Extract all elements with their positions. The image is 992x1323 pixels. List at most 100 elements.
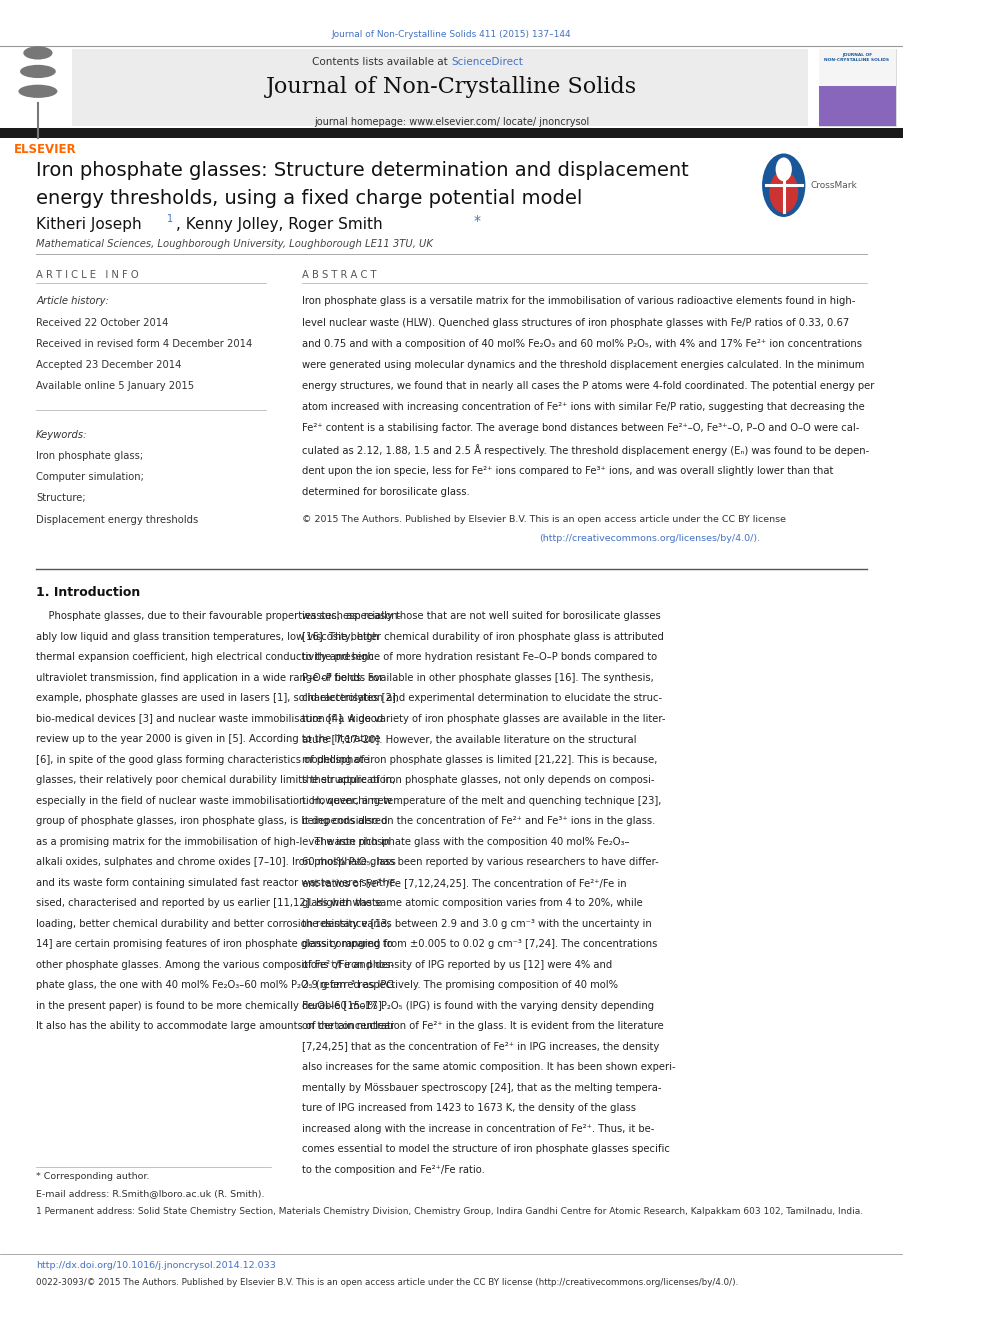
- Ellipse shape: [23, 46, 53, 60]
- Text: (http://creativecommons.org/licenses/by/4.0/).: (http://creativecommons.org/licenses/by/…: [540, 534, 761, 544]
- Text: journal homepage: www.elsevier.com/ locate/ jnoncrysol: journal homepage: www.elsevier.com/ loca…: [313, 116, 589, 127]
- Text: other phosphate glasses. Among the various compositions of iron phos-: other phosphate glasses. Among the vario…: [36, 960, 394, 970]
- Text: 2.9 g cm⁻³ respectively. The promising composition of 40 mol%: 2.9 g cm⁻³ respectively. The promising c…: [303, 980, 618, 991]
- Text: 0022-3093/© 2015 The Authors. Published by Elsevier B.V. This is an open access : 0022-3093/© 2015 The Authors. Published …: [36, 1278, 738, 1287]
- Text: Phosphate glasses, due to their favourable properties such as: reason-: Phosphate glasses, due to their favourab…: [36, 611, 402, 622]
- Text: mentally by Mössbauer spectroscopy [24], that as the melting tempera-: mentally by Mössbauer spectroscopy [24],…: [303, 1084, 662, 1093]
- Text: level nuclear waste (HLW). Quenched glass structures of iron phosphate glasses w: level nuclear waste (HLW). Quenched glas…: [303, 318, 850, 328]
- Text: Iron phosphate glass is a versatile matrix for the immobilisation of various rad: Iron phosphate glass is a versatile matr…: [303, 296, 856, 307]
- Text: *: *: [474, 214, 481, 229]
- Text: It also has the ability to accommodate large amounts of certain nuclear: It also has the ability to accommodate l…: [36, 1021, 395, 1032]
- Text: The iron phosphate glass with the composition 40 mol% Fe₂O₃–: The iron phosphate glass with the compos…: [303, 837, 630, 847]
- Text: A B S T R A C T: A B S T R A C T: [303, 270, 377, 280]
- Text: energy structures, we found that in nearly all cases the P atoms were 4-fold coo: energy structures, we found that in near…: [303, 381, 875, 392]
- Text: * Corresponding author.: * Corresponding author.: [36, 1172, 150, 1181]
- Text: also increases for the same atomic composition. It has been shown experi-: also increases for the same atomic compo…: [303, 1062, 677, 1073]
- Text: [16]. The better chemical durability of iron phosphate glass is attributed: [16]. The better chemical durability of …: [303, 631, 665, 642]
- Text: ScienceDirect: ScienceDirect: [451, 57, 524, 67]
- Text: ably low liquid and glass transition temperatures, low viscosity, high: ably low liquid and glass transition tem…: [36, 631, 379, 642]
- Text: Iron phosphate glasses: Structure determination and displacement: Iron phosphate glasses: Structure determ…: [36, 161, 688, 180]
- Ellipse shape: [20, 65, 56, 78]
- Text: CrossMark: CrossMark: [810, 181, 857, 189]
- Text: thermal expansion coefficient, high electrical conductivity and high: thermal expansion coefficient, high elec…: [36, 652, 374, 663]
- Circle shape: [776, 157, 792, 181]
- Text: to the composition and Fe²⁺/Fe ratio.: to the composition and Fe²⁺/Fe ratio.: [303, 1166, 485, 1175]
- Text: density ranging from ±0.005 to 0.02 g cm⁻³ [7,24]. The concentrations: density ranging from ±0.005 to 0.02 g cm…: [303, 939, 658, 950]
- Text: as a promising matrix for the immobilisation of high-level waste rich in: as a promising matrix for the immobilisa…: [36, 837, 391, 847]
- Text: Received 22 October 2014: Received 22 October 2014: [36, 318, 169, 328]
- Text: ELSEVIER: ELSEVIER: [14, 143, 76, 156]
- Text: modelling of iron phosphate glasses is limited [21,22]. This is because,: modelling of iron phosphate glasses is l…: [303, 754, 658, 765]
- Text: of Fe²⁺/Fe and density of IPG reported by us [12] were 4% and: of Fe²⁺/Fe and density of IPG reported b…: [303, 960, 613, 970]
- Text: culated as 2.12, 1.88, 1.5 and 2.5 Å respectively. The threshold displacement en: culated as 2.12, 1.88, 1.5 and 2.5 Å res…: [303, 445, 870, 456]
- Text: Journal of Non-Crystalline Solids 411 (2015) 137–144: Journal of Non-Crystalline Solids 411 (2…: [331, 30, 571, 40]
- Text: on the concentration of Fe²⁺ in the glass. It is evident from the literature: on the concentration of Fe²⁺ in the glas…: [303, 1021, 665, 1032]
- Text: JOURNAL OF
NON-CRYSTALLINE SOLIDS: JOURNAL OF NON-CRYSTALLINE SOLIDS: [824, 53, 890, 62]
- Text: and its waste form containing simulated fast reactor waste were synthe-: and its waste form containing simulated …: [36, 878, 399, 888]
- Ellipse shape: [19, 85, 58, 98]
- Text: Fe²⁺ content is a stabilising factor. The average bond distances between Fe²⁺–O,: Fe²⁺ content is a stabilising factor. Th…: [303, 423, 860, 434]
- Bar: [819, 49, 896, 86]
- Text: ture of a wide variety of iron phosphate glasses are available in the liter-: ture of a wide variety of iron phosphate…: [303, 713, 666, 724]
- Text: Displacement energy thresholds: Displacement energy thresholds: [36, 515, 198, 525]
- Text: characterisation and experimental determination to elucidate the struc-: characterisation and experimental determ…: [303, 693, 663, 704]
- Text: ature [7,17–20]. However, the available literature on the structural: ature [7,17–20]. However, the available …: [303, 734, 637, 745]
- Bar: [0, 128, 903, 138]
- Text: , Kenny Jolley, Roger Smith: , Kenny Jolley, Roger Smith: [176, 217, 383, 232]
- Text: Computer simulation;: Computer simulation;: [36, 472, 144, 483]
- Text: and 0.75 and with a composition of 40 mol% Fe₂O₃ and 60 mol% P₂O₅, with 4% and 1: and 0.75 and with a composition of 40 mo…: [303, 339, 862, 349]
- Text: loading, better chemical durability and better corrosion resistance [13,: loading, better chemical durability and …: [36, 919, 391, 929]
- Text: 1 Permanent address: Solid State Chemistry Section, Materials Chemistry Division: 1 Permanent address: Solid State Chemist…: [36, 1207, 863, 1216]
- Text: 14] are certain promising features of iron phosphate glass compared to: 14] are certain promising features of ir…: [36, 939, 393, 950]
- Text: [7,24,25] that as the concentration of Fe²⁺ in IPG increases, the density: [7,24,25] that as the concentration of F…: [303, 1043, 660, 1052]
- Text: phate glass, the one with 40 mol% Fe₂O₃–60 mol% P₂O₅ (referred as IPG: phate glass, the one with 40 mol% Fe₂O₃–…: [36, 980, 394, 991]
- Text: A R T I C L E   I N F O: A R T I C L E I N F O: [36, 270, 139, 280]
- Text: increased along with the increase in concentration of Fe²⁺. Thus, it be-: increased along with the increase in con…: [303, 1125, 655, 1134]
- Text: Available online 5 January 2015: Available online 5 January 2015: [36, 381, 194, 392]
- Text: Structure;: Structure;: [36, 493, 85, 504]
- Text: Contents lists available at: Contents lists available at: [312, 57, 451, 67]
- Text: the structure of iron phosphate glasses, not only depends on composi-: the structure of iron phosphate glasses,…: [303, 775, 655, 786]
- Text: ent ratios of Fe²⁺/Fe [7,12,24,25]. The concentration of Fe²⁺/Fe in: ent ratios of Fe²⁺/Fe [7,12,24,25]. The …: [303, 878, 627, 888]
- Text: Journal of Non-Crystalline Solids: Journal of Non-Crystalline Solids: [266, 77, 637, 98]
- Text: tion, quenching temperature of the melt and quenching technique [23],: tion, quenching temperature of the melt …: [303, 795, 662, 806]
- Text: alkali oxides, sulphates and chrome oxides [7–10]. Iron phosphate glass: alkali oxides, sulphates and chrome oxid…: [36, 857, 396, 868]
- Text: example, phosphate glasses are used in lasers [1], solid electrolytes [2],: example, phosphate glasses are used in l…: [36, 693, 399, 704]
- Text: review up to the year 2000 is given in [5]. According to the literature: review up to the year 2000 is given in […: [36, 734, 381, 745]
- Text: comes essential to model the structure of iron phosphate glasses specific: comes essential to model the structure o…: [303, 1144, 671, 1155]
- Text: Iron phosphate glass;: Iron phosphate glass;: [36, 451, 143, 462]
- Text: atom increased with increasing concentration of Fe²⁺ ions with similar Fe/P rati: atom increased with increasing concentra…: [303, 402, 865, 413]
- Text: to the presence of more hydration resistant Fe–O–P bonds compared to: to the presence of more hydration resist…: [303, 652, 658, 663]
- Text: ture of IPG increased from 1423 to 1673 K, the density of the glass: ture of IPG increased from 1423 to 1673 …: [303, 1103, 637, 1114]
- Text: Kitheri Joseph: Kitheri Joseph: [36, 217, 142, 232]
- Text: Fe₂O₃–60 mol% P₂O₅ (IPG) is found with the varying density depending: Fe₂O₃–60 mol% P₂O₅ (IPG) is found with t…: [303, 1002, 655, 1011]
- Text: 60 mol% P₂O₅, has been reported by various researchers to have differ-: 60 mol% P₂O₅, has been reported by vario…: [303, 857, 660, 868]
- Text: wastes, especially those that are not well suited for borosilicate glasses: wastes, especially those that are not we…: [303, 611, 662, 622]
- Bar: [819, 86, 896, 126]
- Text: glasses, their relatively poor chemical durability limits their application,: glasses, their relatively poor chemical …: [36, 775, 396, 786]
- Text: Keywords:: Keywords:: [36, 430, 87, 441]
- Text: glass with the same atomic composition varies from 4 to 20%, while: glass with the same atomic composition v…: [303, 898, 643, 909]
- Text: group of phosphate glasses, iron phosphate glass, is being considered: group of phosphate glasses, iron phospha…: [36, 816, 388, 827]
- Text: Received in revised form 4 December 2014: Received in revised form 4 December 2014: [36, 339, 252, 349]
- Text: E-mail address: R.Smith@lboro.ac.uk (R. Smith).: E-mail address: R.Smith@lboro.ac.uk (R. …: [36, 1189, 265, 1199]
- Bar: [819, 49, 896, 126]
- Text: 1. Introduction: 1. Introduction: [36, 586, 140, 599]
- Text: especially in the field of nuclear waste immobilisation. However, a new: especially in the field of nuclear waste…: [36, 795, 392, 806]
- Text: http://dx.doi.org/10.1016/j.jnoncrysol.2014.12.033: http://dx.doi.org/10.1016/j.jnoncrysol.2…: [36, 1261, 276, 1270]
- Text: energy thresholds, using a fixed charge potential model: energy thresholds, using a fixed charge …: [36, 189, 582, 208]
- Text: © 2015 The Authors. Published by Elsevier B.V. This is an open access article un: © 2015 The Authors. Published by Elsevie…: [303, 515, 787, 524]
- Text: Mathematical Sciences, Loughborough University, Loughborough LE11 3TU, UK: Mathematical Sciences, Loughborough Univ…: [36, 239, 433, 250]
- Text: bio-medical devices [3] and nuclear waste immobilisation [4]. A good: bio-medical devices [3] and nuclear wast…: [36, 713, 383, 724]
- Text: determined for borosilicate glass.: determined for borosilicate glass.: [303, 487, 470, 497]
- Text: in the present paper) is found to be more chemically durable [15–17].: in the present paper) is found to be mor…: [36, 1002, 385, 1011]
- Bar: [72, 49, 808, 126]
- Text: P–O–P bonds available in other phosphate glasses [16]. The synthesis,: P–O–P bonds available in other phosphate…: [303, 672, 655, 683]
- Text: 1: 1: [167, 214, 174, 225]
- Text: [6], in spite of the good glass forming characteristics of phosphate: [6], in spite of the good glass forming …: [36, 754, 370, 765]
- Text: Article history:: Article history:: [36, 296, 109, 307]
- Text: the density varies between 2.9 and 3.0 g cm⁻³ with the uncertainty in: the density varies between 2.9 and 3.0 g…: [303, 919, 652, 929]
- Text: it depends also on the concentration of Fe²⁺ and Fe³⁺ ions in the glass.: it depends also on the concentration of …: [303, 816, 656, 827]
- Text: Accepted 23 December 2014: Accepted 23 December 2014: [36, 360, 182, 370]
- Text: dent upon the ion specie, less for Fe²⁺ ions compared to Fe³⁺ ions, and was over: dent upon the ion specie, less for Fe²⁺ …: [303, 466, 834, 476]
